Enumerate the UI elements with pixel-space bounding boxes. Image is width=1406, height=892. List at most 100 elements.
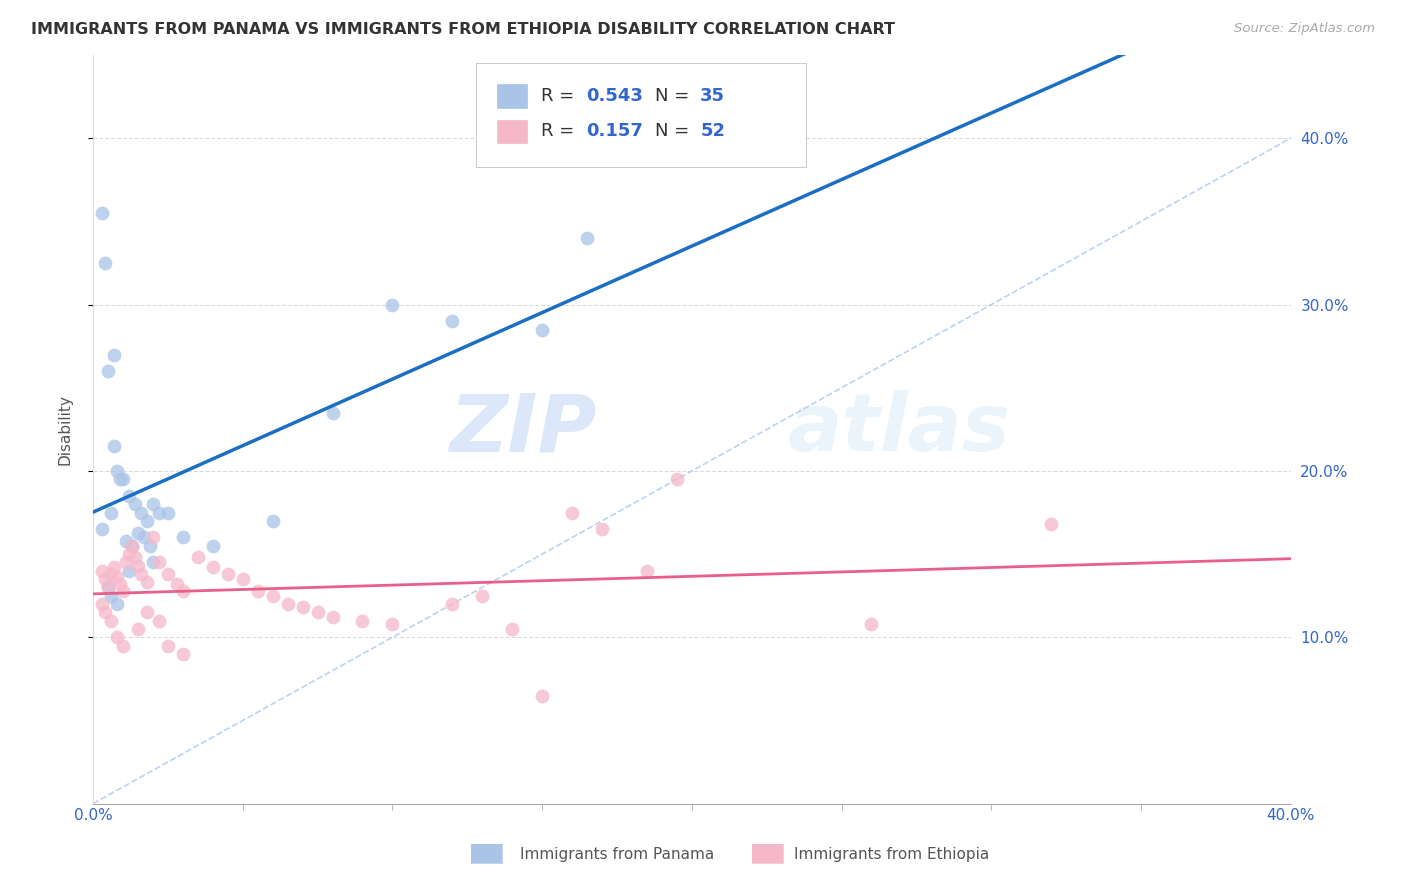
Point xyxy=(127,525,149,540)
Point xyxy=(135,575,157,590)
Point xyxy=(860,617,883,632)
Point xyxy=(148,506,170,520)
Point xyxy=(115,533,138,548)
Point xyxy=(132,531,155,545)
Point xyxy=(201,560,224,574)
Point xyxy=(381,298,404,312)
Point xyxy=(111,472,134,486)
Point xyxy=(142,556,165,570)
Point xyxy=(121,539,143,553)
Point xyxy=(100,506,122,520)
Point xyxy=(201,539,224,553)
Text: R =: R = xyxy=(541,121,579,140)
Point xyxy=(111,583,134,598)
Text: atlas: atlas xyxy=(787,391,1011,468)
Point xyxy=(262,514,284,528)
Point xyxy=(142,531,165,545)
Point xyxy=(129,506,152,520)
FancyBboxPatch shape xyxy=(496,85,526,108)
Text: 0.157: 0.157 xyxy=(586,121,644,140)
Text: Source: ZipAtlas.com: Source: ZipAtlas.com xyxy=(1234,22,1375,36)
Point xyxy=(322,406,344,420)
Point xyxy=(172,647,194,661)
Point xyxy=(636,564,658,578)
Point xyxy=(246,583,269,598)
Point xyxy=(118,489,141,503)
Point xyxy=(129,567,152,582)
Point xyxy=(561,506,583,520)
Text: N =: N = xyxy=(655,121,695,140)
Point xyxy=(142,497,165,511)
Point xyxy=(97,581,120,595)
Point xyxy=(291,600,314,615)
Point xyxy=(124,550,146,565)
Point xyxy=(115,556,138,570)
Point xyxy=(232,572,254,586)
Point xyxy=(91,564,114,578)
Y-axis label: Disability: Disability xyxy=(58,394,72,465)
Point xyxy=(148,556,170,570)
Point xyxy=(94,572,117,586)
Point xyxy=(441,597,464,611)
Point xyxy=(166,577,188,591)
Point xyxy=(148,614,170,628)
Point xyxy=(103,347,125,361)
Point xyxy=(441,314,464,328)
Text: N =: N = xyxy=(655,87,695,104)
Point xyxy=(100,567,122,582)
Text: 52: 52 xyxy=(700,121,725,140)
Point xyxy=(105,464,128,478)
Text: IMMIGRANTS FROM PANAMA VS IMMIGRANTS FROM ETHIOPIA DISABILITY CORRELATION CHART: IMMIGRANTS FROM PANAMA VS IMMIGRANTS FRO… xyxy=(31,22,896,37)
FancyBboxPatch shape xyxy=(496,120,526,144)
Point xyxy=(103,439,125,453)
Point xyxy=(108,577,131,591)
Point xyxy=(1040,517,1063,532)
Point xyxy=(135,514,157,528)
FancyBboxPatch shape xyxy=(477,62,806,168)
Point xyxy=(108,472,131,486)
Point xyxy=(105,597,128,611)
Point xyxy=(665,472,688,486)
Point xyxy=(100,589,122,603)
Point xyxy=(531,689,554,703)
Point xyxy=(105,630,128,644)
Text: R =: R = xyxy=(541,87,579,104)
Text: Immigrants from Panama: Immigrants from Panama xyxy=(520,847,714,862)
Point xyxy=(217,567,239,582)
Point xyxy=(103,560,125,574)
Point xyxy=(111,639,134,653)
Point xyxy=(118,547,141,561)
Point xyxy=(127,622,149,636)
Text: ZIP: ZIP xyxy=(449,391,596,468)
Point xyxy=(94,605,117,619)
Text: Immigrants from Ethiopia: Immigrants from Ethiopia xyxy=(794,847,990,862)
Point xyxy=(172,583,194,598)
Point xyxy=(322,610,344,624)
Point xyxy=(100,614,122,628)
Text: 0.543: 0.543 xyxy=(586,87,644,104)
Point xyxy=(97,581,120,595)
Point xyxy=(307,605,329,619)
Point xyxy=(91,206,114,220)
Point xyxy=(471,589,494,603)
Point xyxy=(91,522,114,536)
Text: 35: 35 xyxy=(700,87,725,104)
Point xyxy=(156,639,179,653)
Point xyxy=(576,231,599,245)
Point xyxy=(531,322,554,336)
Point xyxy=(127,558,149,573)
Point xyxy=(97,364,120,378)
Point xyxy=(135,605,157,619)
Point xyxy=(105,570,128,584)
Point xyxy=(156,506,179,520)
Point xyxy=(121,539,143,553)
Point xyxy=(124,497,146,511)
Point xyxy=(277,597,299,611)
Point xyxy=(591,522,613,536)
Point xyxy=(139,539,162,553)
Point xyxy=(172,531,194,545)
Point xyxy=(118,564,141,578)
Point xyxy=(187,550,209,565)
Point xyxy=(352,614,374,628)
Point xyxy=(91,597,114,611)
